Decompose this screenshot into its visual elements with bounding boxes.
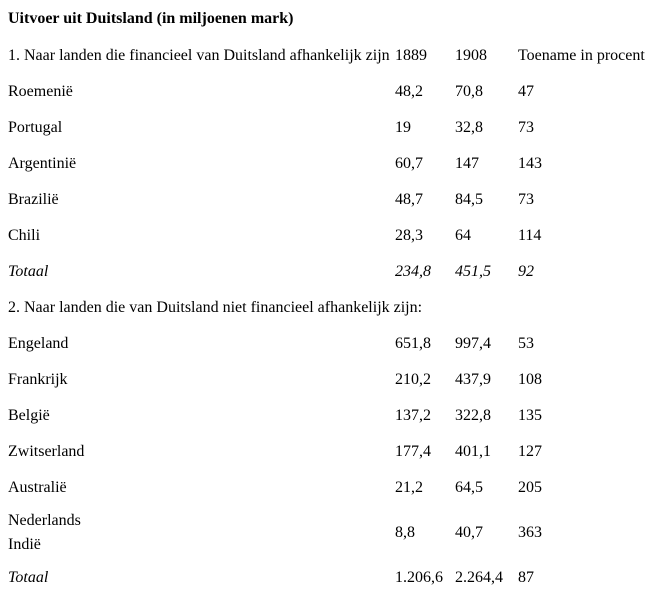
country-name-cell: België	[8, 407, 50, 424]
value-1908-cell: 451,5	[455, 263, 491, 280]
country-name-cell: Australië	[8, 479, 67, 496]
table-row: Chili 28,3 64 114	[8, 218, 644, 254]
increase-percent-cell: 143	[518, 155, 542, 172]
section1-heading: 1. Naar landen die financieel van Duitsl…	[8, 47, 390, 64]
table-row: Argentinië 60,7 147 143	[8, 146, 644, 182]
section2-heading-row: 2. Naar landen die van Duitsland niet fi…	[8, 290, 644, 326]
value-1908-cell: 84,5	[455, 191, 483, 208]
country-name-cell: Chili	[8, 227, 41, 244]
table-row: Engeland 651,8 997,4 53	[8, 326, 644, 362]
increase-percent-cell: 53	[518, 335, 534, 352]
section2-total-row: Totaal 1.206,6 2.264,4 87	[8, 560, 644, 596]
increase-percent-cell: 108	[518, 371, 542, 388]
country-name-cell: Roemenië	[8, 83, 73, 100]
increase-percent-cell: 87	[518, 569, 534, 586]
value-1889-cell: 210,2	[395, 371, 431, 388]
total-label-cell: Totaal	[8, 569, 49, 586]
value-1889-cell: 48,7	[395, 191, 423, 208]
value-1908-cell: 2.264,4	[455, 569, 503, 586]
export-table: 1. Naar landen die financieel van Duitsl…	[8, 38, 645, 596]
country-name-cell: Frankrijk	[8, 371, 68, 388]
table-row: België 137,2 322,8 135	[8, 398, 644, 434]
section1-total-row: Totaal 234,8 451,5 92	[8, 254, 644, 290]
table-row: Nederlands Indië 8,8 40,7 363	[8, 506, 644, 560]
table-row: Australië 21,2 64,5 205	[8, 470, 644, 506]
value-1908-cell: 322,8	[455, 407, 491, 424]
page-title: Uitvoer uit Duitsland (in miljoenen mark…	[8, 10, 294, 27]
value-1908-cell: 40,7	[455, 524, 483, 541]
country-name-cell: Zwitserland	[8, 443, 85, 460]
value-1908-cell: 64	[455, 227, 471, 244]
table-row: Roemenië 48,2 70,8 47	[8, 74, 644, 110]
country-name-cell: Argentinië	[8, 155, 77, 172]
table-row: Zwitserland 177,4 401,1 127	[8, 434, 644, 470]
value-1908-cell: 64,5	[455, 479, 483, 496]
value-1889-cell: 48,2	[395, 83, 423, 100]
increase-percent-cell: 114	[518, 227, 542, 244]
total-label-cell: Totaal	[8, 263, 49, 280]
increase-percent-cell: 363	[518, 524, 542, 541]
value-1889-cell: 19	[395, 119, 411, 136]
table-row: Brazilië 48,7 84,5 73	[8, 182, 644, 218]
value-1908-cell: 147	[455, 155, 479, 172]
value-1908-cell: 401,1	[455, 443, 491, 460]
table-row: Portugal 19 32,8 73	[8, 110, 644, 146]
value-1908-cell: 997,4	[455, 335, 491, 352]
country-name-cell: Brazilië	[8, 191, 59, 208]
increase-percent-cell: 135	[518, 407, 542, 424]
country-name-cell: Portugal	[8, 119, 63, 136]
section2-heading: 2. Naar landen die van Duitsland niet fi…	[8, 299, 423, 316]
header-row: 1. Naar landen die financieel van Duitsl…	[8, 38, 645, 74]
value-1908-cell: 437,9	[455, 371, 491, 388]
increase-percent-cell: 205	[518, 479, 542, 496]
increase-percent-cell: 92	[518, 263, 534, 280]
value-1889-cell: 651,8	[395, 335, 431, 352]
value-1908-cell: 70,8	[455, 83, 483, 100]
value-1889-cell: 21,2	[395, 479, 423, 496]
value-1908-cell: 32,8	[455, 119, 483, 136]
increase-percent-cell: 73	[518, 191, 534, 208]
increase-percent-cell: 73	[518, 119, 534, 136]
value-1889-cell: 28,3	[395, 227, 423, 244]
value-1889-cell: 234,8	[395, 263, 431, 280]
col-header-1908: 1908	[455, 47, 487, 64]
increase-percent-cell: 47	[518, 83, 534, 100]
value-1889-cell: 8,8	[395, 524, 415, 541]
increase-percent-cell: 127	[518, 443, 542, 460]
value-1889-cell: 60,7	[395, 155, 423, 172]
value-1889-cell: 177,4	[395, 443, 431, 460]
country-name-cell: Engeland	[8, 335, 69, 352]
value-1889-cell: 1.206,6	[395, 569, 443, 586]
col-header-1889: 1889	[395, 47, 427, 64]
table-row: Frankrijk 210,2 437,9 108	[8, 362, 644, 398]
country-name-cell: Nederlands Indië	[8, 512, 81, 553]
col-header-toename: Toename in procent	[518, 47, 645, 64]
value-1889-cell: 137,2	[395, 407, 431, 424]
